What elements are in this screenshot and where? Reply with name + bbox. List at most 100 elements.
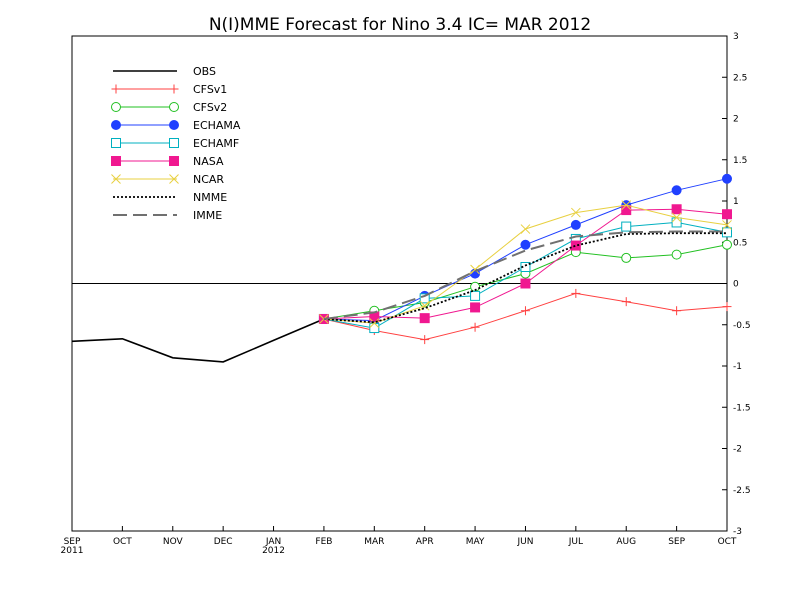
data-point-cfsv2 xyxy=(722,239,732,250)
x-tick-label: FEB xyxy=(315,537,332,547)
data-point-nasa xyxy=(419,313,430,324)
data-point-echama xyxy=(570,219,581,230)
data-point-echama xyxy=(671,185,682,196)
y-tick-label: -2 xyxy=(733,445,742,455)
legend-item-nmme: NMME xyxy=(113,191,227,204)
data-point-ncar xyxy=(671,212,682,223)
legend-label-echama: ECHAMA xyxy=(193,119,241,132)
y-tick-label: -1 xyxy=(733,362,742,372)
legend-marker-ncar xyxy=(169,174,179,184)
series-line-imme xyxy=(323,230,727,320)
legend-marker-echama xyxy=(169,120,179,130)
x-tick-label: APR xyxy=(416,537,434,547)
series-obs xyxy=(71,318,325,363)
data-point-cfsv2 xyxy=(671,249,682,260)
x-tick-label: SEP xyxy=(668,537,685,547)
data-point-cfsv1 xyxy=(520,306,530,316)
legend-marker-echamf xyxy=(169,138,179,148)
x-tick-label: JUN xyxy=(516,537,533,547)
data-point-cfsv1 xyxy=(470,322,480,332)
legend-marker-cfsv1 xyxy=(169,84,179,94)
data-point-nasa xyxy=(520,278,531,289)
y-tick-label: 0 xyxy=(733,280,739,290)
legend-marker-echama xyxy=(111,120,121,130)
x-tick-label: NOV xyxy=(163,537,184,547)
legend-label-cfsv1: CFSv1 xyxy=(193,83,227,96)
data-point-ncar xyxy=(520,224,531,234)
x-tick-label: MAR xyxy=(364,537,384,547)
series-nasa xyxy=(318,204,732,324)
legend-marker-cfsv1 xyxy=(111,84,121,94)
data-point-cfsv1 xyxy=(621,297,631,307)
legend: OBS CFSv1 CFSv2 ECHAMA ECHAMF NASA NCAR NMME IMM… xyxy=(111,65,241,222)
data-point-nasa xyxy=(570,240,581,251)
legend-marker-cfsv2 xyxy=(111,102,121,112)
series-line-nmme xyxy=(323,232,727,324)
series-echama xyxy=(318,173,732,326)
data-point-nasa xyxy=(722,209,732,220)
data-point-echamf xyxy=(520,262,531,272)
data-point-nasa xyxy=(621,205,632,216)
legend-label-imme: IMME xyxy=(193,209,222,222)
legend-label-echamf: ECHAMF xyxy=(193,137,239,150)
legend-label-cfsv2: CFSv2 xyxy=(193,101,227,114)
data-point-cfsv2 xyxy=(621,252,632,263)
x-tick-label: AUG xyxy=(616,537,636,547)
legend-item-obs: OBS xyxy=(113,65,216,78)
legend-marker-echamf xyxy=(111,138,121,148)
legend-marker-nasa xyxy=(111,156,121,166)
x-tick-label: MAY xyxy=(466,537,485,547)
data-point-ncar xyxy=(470,264,480,275)
y-tick-label: 2 xyxy=(733,115,739,125)
legend-item-imme: IMME xyxy=(113,209,222,222)
data-point-cfsv1 xyxy=(420,335,430,345)
series-nmme xyxy=(323,232,727,324)
x-tick-label: OCT xyxy=(113,537,132,547)
x-tick-label: DEC xyxy=(214,537,233,547)
legend-label-ncar: NCAR xyxy=(193,173,224,186)
data-point-echamf xyxy=(671,217,682,228)
legend-item-echama: ECHAMA xyxy=(111,119,241,132)
y-tick-label: 1 xyxy=(733,197,739,207)
legend-item-cfsv2: CFSv2 xyxy=(111,101,227,114)
legend-item-ncar: NCAR xyxy=(111,173,224,186)
axes: 32.521.510.50-0.5-1-1.5-2-2.5-3SEP2011OC… xyxy=(61,32,751,556)
x-tick-year-label: 2012 xyxy=(262,546,285,556)
data-point-echamf xyxy=(621,221,632,232)
data-point-ncar xyxy=(369,318,380,328)
y-tick-label: -0.5 xyxy=(733,321,751,331)
legend-label-nmme: NMME xyxy=(193,191,227,204)
data-point-ncar xyxy=(419,300,430,311)
legend-marker-cfsv2 xyxy=(169,102,179,112)
y-tick-label: 1.5 xyxy=(733,156,747,166)
legend-item-cfsv1: CFSv1 xyxy=(111,83,227,96)
data-point-ncar xyxy=(570,207,581,218)
data-point-nasa xyxy=(470,302,481,313)
chart-title: N(I)MME Forecast for Nino 3.4 IC= MAR 20… xyxy=(209,15,591,35)
y-tick-label: -1.5 xyxy=(733,403,751,413)
x-tick-label: SEP xyxy=(64,537,81,547)
data-point-echamf xyxy=(470,290,481,301)
x-tick-year-label: 2011 xyxy=(61,546,84,556)
series-line-obs xyxy=(71,318,325,363)
data-point-echama xyxy=(722,173,732,184)
legend-label-obs: OBS xyxy=(193,65,216,78)
y-tick-label: 3 xyxy=(733,32,739,42)
series-layer xyxy=(71,173,732,363)
x-tick-label: OCT xyxy=(718,537,737,547)
data-point-ncar xyxy=(621,200,632,210)
y-tick-label: -2.5 xyxy=(733,486,751,496)
x-tick-label: JAN xyxy=(265,537,281,547)
legend-marker-ncar xyxy=(111,174,121,184)
y-tick-label: 0.5 xyxy=(733,238,747,248)
series-ncar xyxy=(319,200,732,328)
data-point-cfsv1 xyxy=(571,288,581,298)
legend-item-nasa: NASA xyxy=(111,155,224,168)
y-tick-label: 2.5 xyxy=(733,73,747,83)
legend-item-echamf: ECHAMF xyxy=(111,137,239,150)
x-tick-label: JUL xyxy=(568,537,583,547)
data-point-echama xyxy=(520,239,531,250)
data-point-echamf xyxy=(369,323,380,334)
data-point-ncar xyxy=(722,220,732,230)
